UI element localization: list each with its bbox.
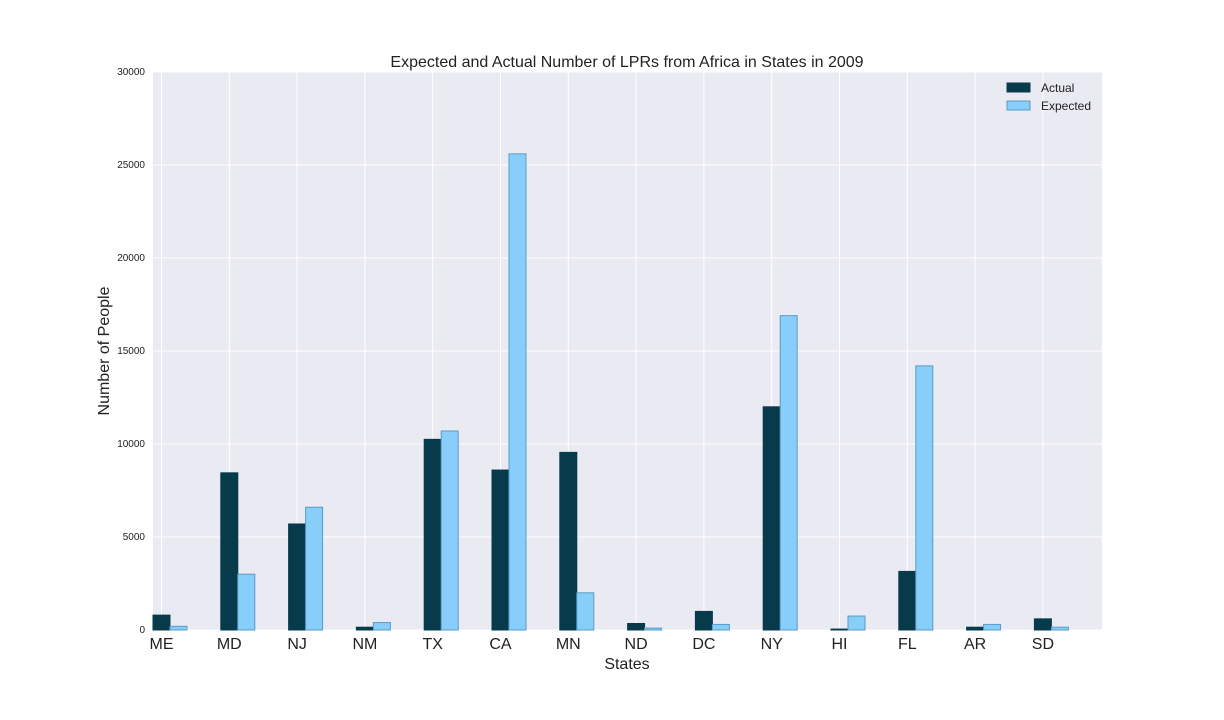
y-tick-label: 10000 <box>117 439 145 450</box>
bar-expected-nj <box>305 506 324 631</box>
bar-expected-sd <box>1050 626 1069 631</box>
x-tick-label: ME <box>150 636 174 653</box>
x-tick-label: AR <box>964 636 986 653</box>
bar-actual-nd <box>627 622 646 631</box>
bar-actual-nj <box>288 523 307 631</box>
grid-lines <box>153 71 1102 631</box>
x-tick-label: DC <box>692 636 715 653</box>
bar-actual-tx <box>423 438 442 631</box>
x-tick-label: MD <box>217 636 242 653</box>
bar-expected-fl <box>915 365 934 631</box>
y-tick-labels: 0 5000 10000 15000 20000 25000 30000 <box>117 67 145 636</box>
bar-expected-mn <box>576 592 595 631</box>
y-tick-label: 5000 <box>123 532 146 543</box>
x-tick-label: NY <box>761 636 784 653</box>
bar-actual-ar <box>966 626 985 631</box>
x-tick-labels: ME MD NJ NM TX CA MN ND DC NY HI FL AR SD <box>150 636 1055 653</box>
bar-expected-ca <box>508 153 527 631</box>
bar-expected-me <box>169 625 188 631</box>
bar-actual-sd <box>1033 618 1052 631</box>
x-tick-label: HI <box>832 636 848 653</box>
x-axis-label: States <box>604 656 649 673</box>
bar-actual-ca <box>491 469 510 631</box>
bar-expected-ar <box>983 623 1002 631</box>
y-tick-label: 30000 <box>117 67 145 78</box>
legend-label-expected: Expected <box>1041 99 1091 113</box>
x-tick-label: NJ <box>287 636 307 653</box>
bar-expected-md <box>237 573 256 631</box>
x-tick-label: MN <box>556 636 581 653</box>
y-axis-label: Number of People <box>96 286 113 415</box>
y-tick-label: 15000 <box>117 346 145 357</box>
legend-label-actual: Actual <box>1041 81 1074 95</box>
bar-expected-dc <box>711 623 730 631</box>
x-tick-label: NM <box>352 636 377 653</box>
legend-swatch-expected <box>1006 100 1031 111</box>
x-tick-label: TX <box>422 636 443 653</box>
x-tick-label: ND <box>625 636 648 653</box>
chart-title: Expected and Actual Number of LPRs from … <box>390 54 863 71</box>
bar-actual-ny <box>762 406 781 631</box>
y-tick-label: 20000 <box>117 253 145 264</box>
x-tick-label: SD <box>1032 636 1054 653</box>
x-tick-label: CA <box>489 636 512 653</box>
legend-swatch-actual <box>1006 82 1031 93</box>
bar-expected-ny <box>779 315 798 631</box>
bar-actual-hi <box>830 628 849 631</box>
bar-actual-dc <box>694 610 713 631</box>
bar-actual-mn <box>559 451 578 631</box>
bar-expected-tx <box>440 430 459 631</box>
bar-expected-hi <box>847 615 866 631</box>
bar-actual-md <box>220 472 239 631</box>
x-tick-label: FL <box>898 636 917 653</box>
bar-expected-nd <box>644 627 663 631</box>
legend: Actual Expected <box>1006 81 1091 113</box>
bar-actual-fl <box>898 570 917 631</box>
bar-expected-nm <box>372 622 391 631</box>
y-tick-label: 0 <box>139 625 145 636</box>
y-tick-label: 25000 <box>117 160 145 171</box>
bars <box>152 153 1069 631</box>
bar-actual-me <box>152 614 171 631</box>
bar-actual-nm <box>355 626 374 631</box>
